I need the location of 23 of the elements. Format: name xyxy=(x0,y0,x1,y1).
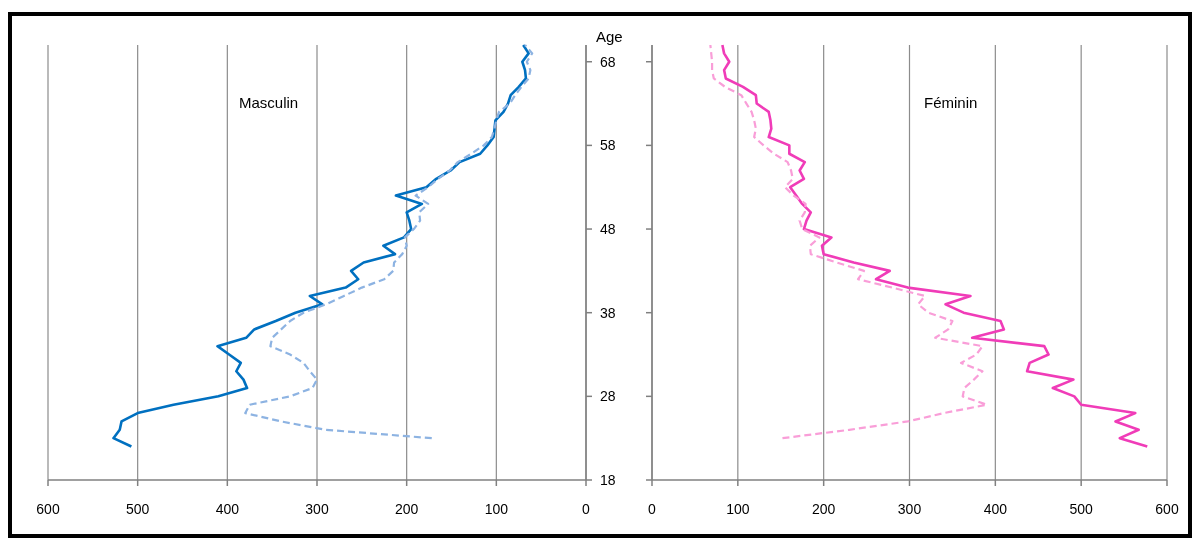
x-tick-label: 100 xyxy=(484,501,509,517)
y-axis-title: Age xyxy=(596,28,623,45)
x-tick-label: 200 xyxy=(811,501,836,517)
text: Féminin xyxy=(924,94,978,111)
x-tick-label: 200 xyxy=(394,501,419,517)
x-tick-label: 600 xyxy=(36,501,60,517)
x-tick-label: 500 xyxy=(125,501,150,517)
y-tick-label: 38 xyxy=(600,304,616,321)
y-tick-label: 48 xyxy=(600,221,616,238)
y-tick-label: 18 xyxy=(600,472,616,488)
x-tick-label: 0 xyxy=(582,501,591,517)
x-tick-label: 0 xyxy=(648,501,657,517)
x-tick-label: 300 xyxy=(897,501,922,517)
x-tick-label: 600 xyxy=(1155,501,1179,517)
y-tick-label: 28 xyxy=(600,388,616,405)
y-tick-label: 58 xyxy=(600,137,616,154)
x-tick-label: 300 xyxy=(305,501,329,517)
x-tick-label: 100 xyxy=(726,501,750,517)
x-tick-label: 500 xyxy=(1069,501,1094,517)
x-tick-label: 400 xyxy=(215,501,240,517)
y-tick-label: 68 xyxy=(600,53,616,70)
text: Masculin xyxy=(238,94,299,111)
x-tick-label: 400 xyxy=(983,501,1008,517)
